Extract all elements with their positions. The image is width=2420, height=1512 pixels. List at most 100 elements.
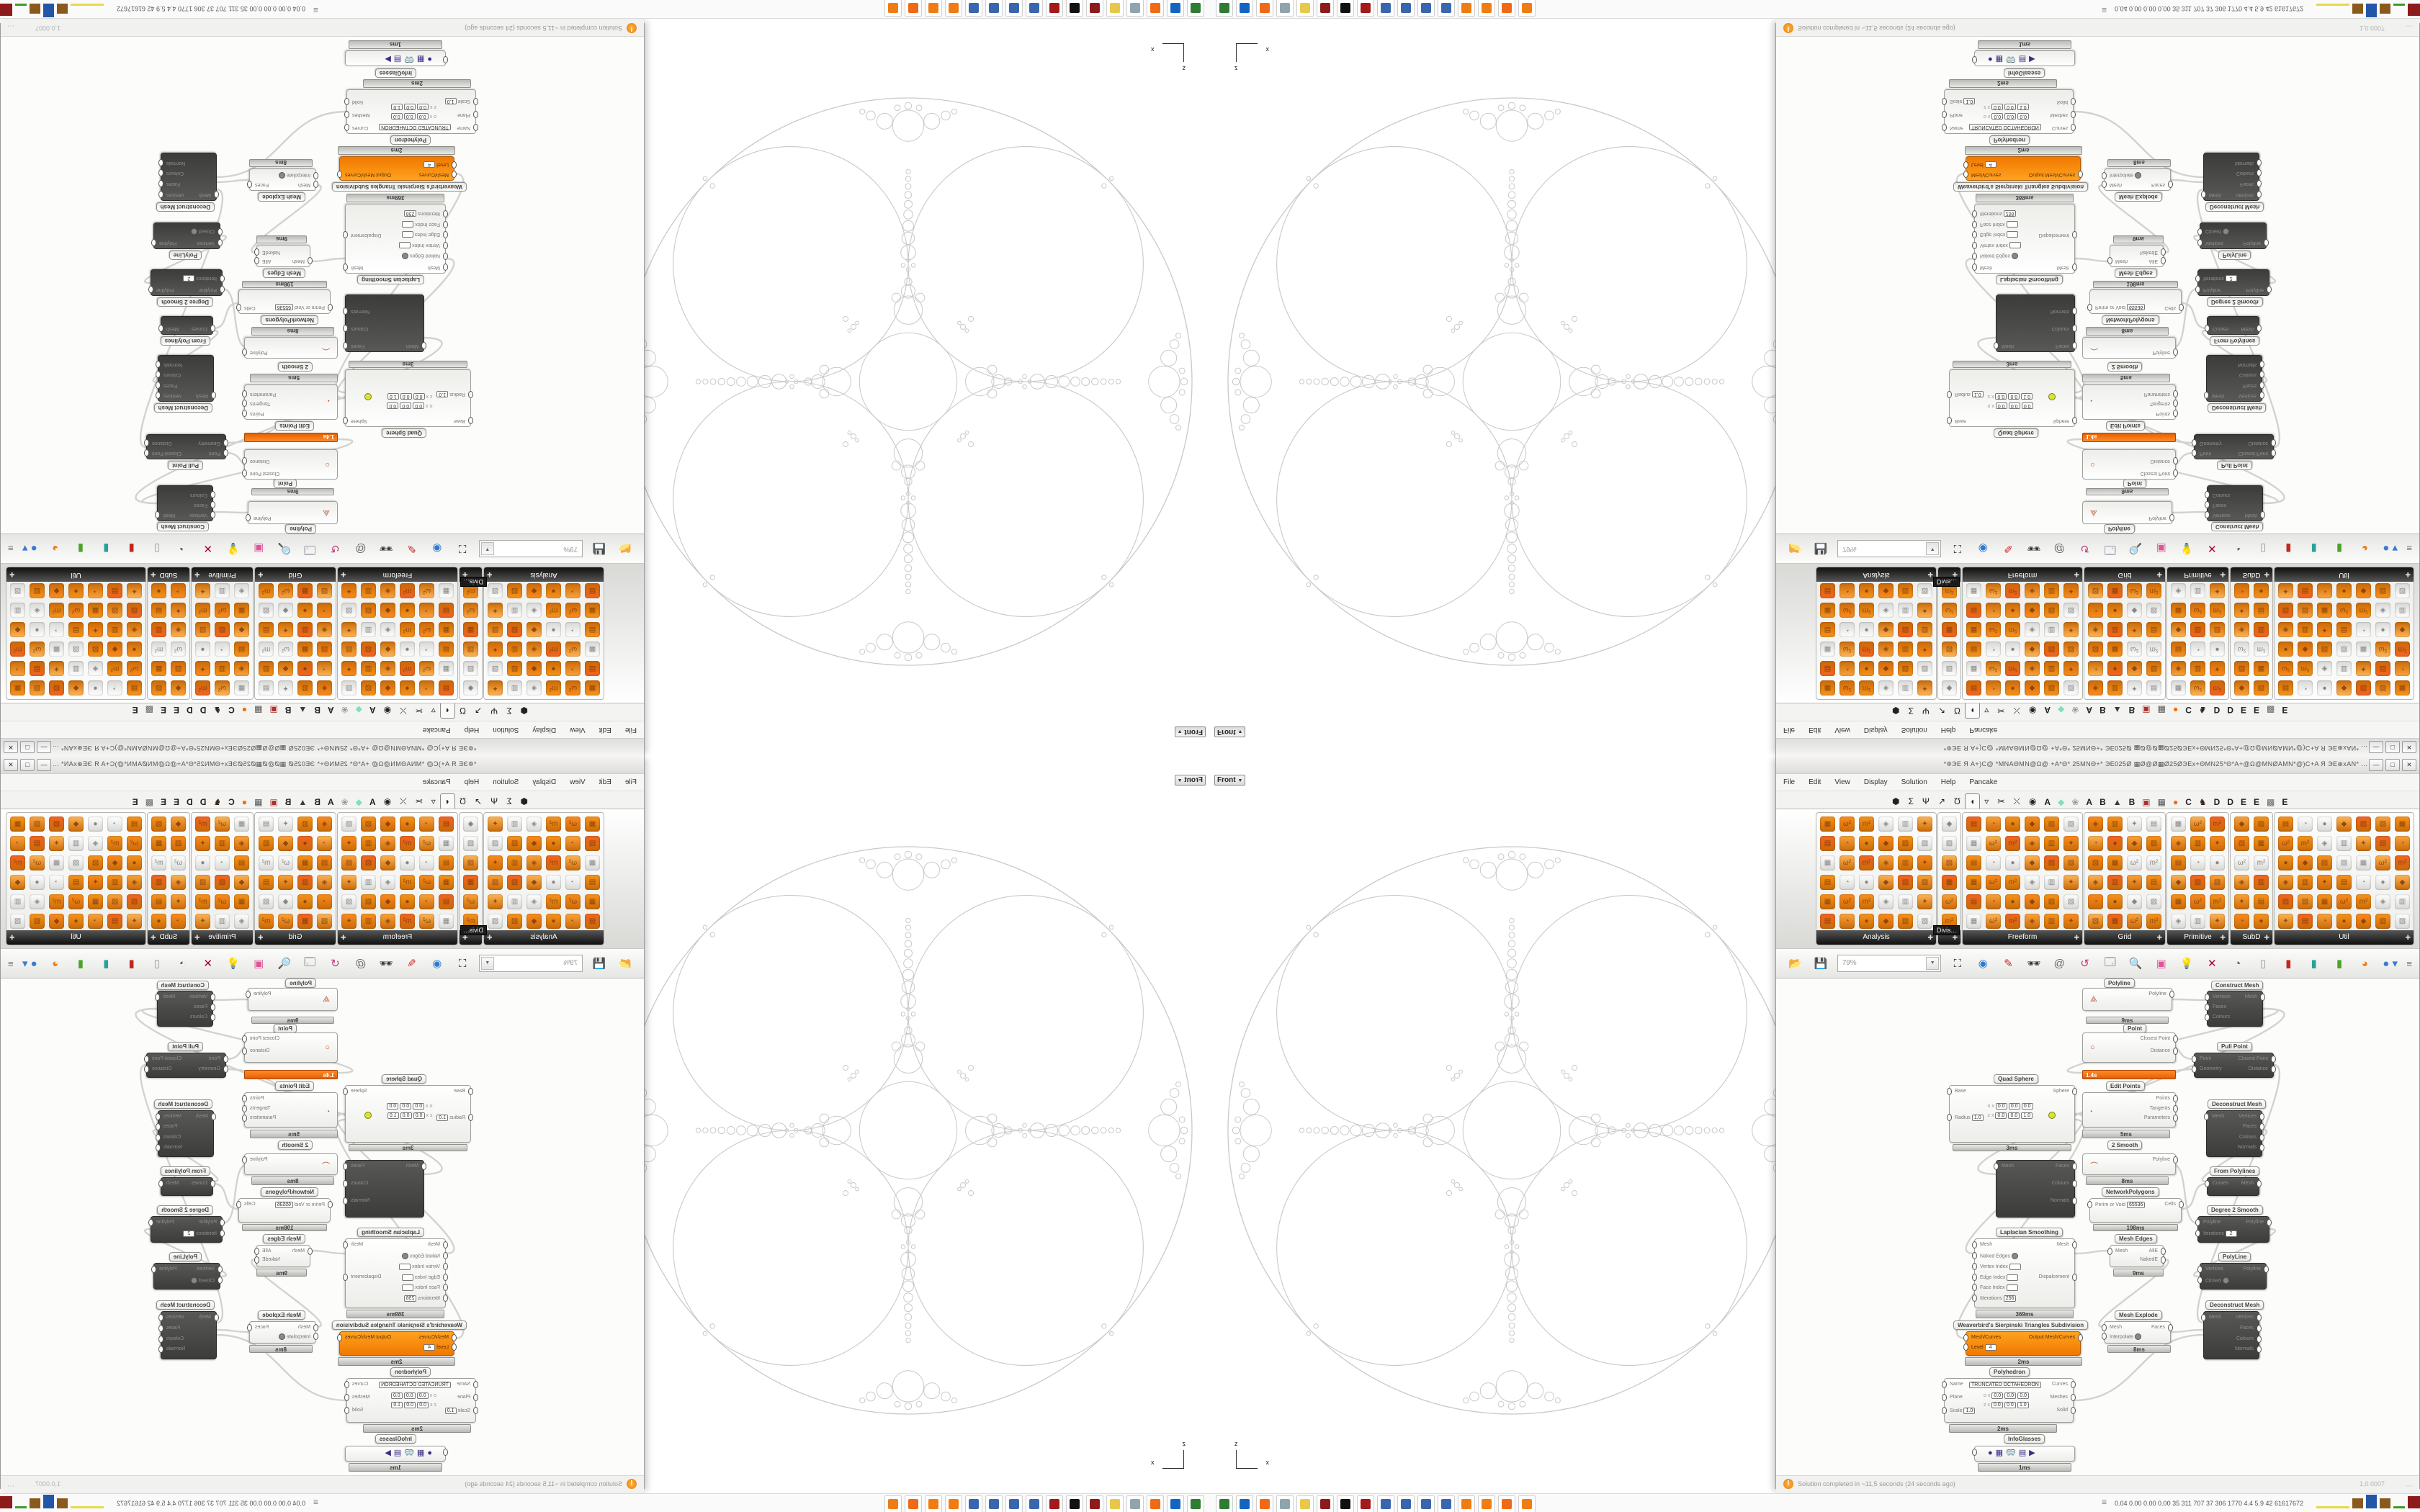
- input-name[interactable]: Name: [1950, 1382, 1963, 1387]
- gh-component[interactable]: Polyline ⌒: [2082, 1153, 2178, 1175]
- input-port[interactable]: [1942, 1394, 1947, 1401]
- component-icon[interactable]: ω²: [563, 639, 583, 659]
- component-icon[interactable]: ▤: [436, 814, 456, 834]
- component-icon[interactable]: ▨: [256, 834, 276, 853]
- cylinder-red-icon[interactable]: ▮: [128, 542, 135, 554]
- component-icon[interactable]: ▤: [2295, 912, 2315, 931]
- input-closed[interactable]: Closed: [191, 1277, 215, 1284]
- input-mesh[interactable]: Mesh: [2209, 192, 2222, 197]
- node-name-tag[interactable]: Weaverbird's Sierpinski Triangles Subdiv…: [331, 1320, 467, 1330]
- component-icon[interactable]: ▧: [2086, 581, 2105, 600]
- component-icon[interactable]: ▥: [505, 600, 524, 620]
- component-icon[interactable]: ◈: [378, 659, 398, 678]
- output-colours[interactable]: Colours: [163, 372, 182, 378]
- node-name-tag[interactable]: NetworkPolygons: [261, 1187, 318, 1197]
- output-distance[interactable]: Distance: [250, 1048, 270, 1053]
- output-port[interactable]: [2169, 514, 2174, 521]
- window-icon[interactable]: 🗔: [2104, 955, 2117, 968]
- gh-component[interactable]: Polyline ⟁: [246, 988, 338, 1011]
- palette-panel-label[interactable]: Analysis ✚: [484, 930, 604, 945]
- output-port[interactable]: [2179, 304, 2184, 311]
- profiler-bar[interactable]: 2ms: [1949, 79, 2057, 88]
- component-icon[interactable]: ●: [86, 678, 105, 698]
- component-icon[interactable]: ▧: [461, 853, 480, 873]
- component-icon[interactable]: ◆: [2393, 873, 2412, 892]
- component-icon[interactable]: ●: [2315, 814, 2334, 834]
- input-port[interactable]: [1942, 124, 1947, 131]
- component-icon[interactable]: ▨: [2373, 912, 2393, 931]
- component-icon[interactable]: ▤: [1818, 581, 1837, 600]
- gh-tab-4[interactable]: Ʊ: [1954, 796, 1960, 806]
- input-port[interactable]: [468, 1088, 473, 1095]
- component-icon[interactable]: ▤: [232, 639, 251, 659]
- input-perim-or-void[interactable]: Perim or Void 65536: [2095, 304, 2146, 310]
- gh-component[interactable]: Closest Point Distance ○: [2082, 1032, 2178, 1063]
- output-closest-point[interactable]: Closest Point: [152, 451, 182, 456]
- component-icon[interactable]: ◔: [1984, 892, 2003, 912]
- node-name-tag[interactable]: Degree 2 Smooth: [2207, 297, 2263, 307]
- component-icon[interactable]: ▤: [125, 678, 144, 698]
- input-port[interactable]: [473, 124, 478, 131]
- output-port[interactable]: [2257, 169, 2262, 177]
- node-name-tag[interactable]: Mesh Explode: [2115, 1310, 2162, 1320]
- gh-plugin-tab-7[interactable]: ▣: [2142, 797, 2151, 807]
- chevron-down-icon[interactable]: ▼: [480, 542, 494, 555]
- output-vertices[interactable]: Vertices: [163, 393, 182, 398]
- input-port[interactable]: [313, 1332, 318, 1340]
- profiler-bar[interactable]: 369ms: [346, 194, 444, 202]
- component-icon[interactable]: ▦: [86, 892, 105, 912]
- goggles-icon[interactable]: 🕶: [2027, 542, 2041, 554]
- component-icon[interactable]: ✦: [485, 814, 505, 834]
- component-icon[interactable]: ◈: [2276, 620, 2295, 639]
- output-mesh[interactable]: Mesh: [351, 265, 364, 270]
- node-name-tag[interactable]: Quad Sphere: [1994, 1074, 2038, 1084]
- profiler-expand-icon[interactable]: ☰: [313, 1499, 318, 1506]
- gh-tab-0[interactable]: ⬢: [1892, 796, 1900, 806]
- component-icon[interactable]: ◈: [2169, 581, 2188, 600]
- input-interpolate[interactable]: Interpolate: [278, 172, 310, 179]
- output-port[interactable]: [247, 1324, 252, 1331]
- input-mesh[interactable]: Mesh: [297, 1325, 310, 1330]
- component-icon[interactable]: ▨: [505, 581, 524, 600]
- taskbar-app-icon[interactable]: [1005, 0, 1023, 17]
- component-icon[interactable]: ω²: [1837, 892, 1857, 912]
- component-icon[interactable]: ◈: [86, 834, 105, 853]
- component-icon[interactable]: ω²: [276, 639, 295, 659]
- component-icon[interactable]: ◆: [2232, 678, 2251, 698]
- input-geometry[interactable]: Geometry: [198, 1066, 220, 1071]
- component-icon[interactable]: ●: [27, 620, 47, 639]
- taskbar-app-icon[interactable]: [985, 0, 1003, 17]
- component-icon[interactable]: ▧: [315, 639, 334, 659]
- component-icon[interactable]: ω²: [417, 659, 436, 678]
- input-mesh[interactable]: Mesh: [198, 1315, 211, 1320]
- panel-expand-icon[interactable]: ✚: [487, 934, 493, 941]
- component-icon[interactable]: ▥: [359, 873, 378, 892]
- node-name-tag[interactable]: Pull Point: [2217, 1042, 2252, 1051]
- component-icon[interactable]: ▤: [2144, 678, 2164, 698]
- output-colours[interactable]: Colours: [2238, 1134, 2257, 1140]
- component-icon[interactable]: ◔: [417, 600, 436, 620]
- output-port[interactable]: [144, 439, 149, 447]
- component-icon[interactable]: ◆: [524, 834, 544, 853]
- node-name-tag[interactable]: Quad Sphere: [1994, 428, 2038, 438]
- component-icon[interactable]: ◔: [1984, 639, 2003, 659]
- component-icon[interactable]: ●: [2276, 853, 2295, 873]
- input-curves[interactable]: Curves: [2213, 326, 2229, 331]
- output-port[interactable]: [2259, 1123, 2264, 1131]
- taskbar-app-icon[interactable]: [1126, 1495, 1144, 1512]
- input-port[interactable]: [2195, 286, 2200, 293]
- menu-item-edit[interactable]: Edit: [1809, 726, 1821, 734]
- component-icon[interactable]: ω²: [1940, 600, 1959, 620]
- output-polyline[interactable]: Polyline: [159, 1266, 177, 1272]
- component-icon[interactable]: ◆: [378, 853, 398, 873]
- grasshopper-titlebar[interactable]: *ΦЭE Я A+)C@ *MNAΘMN@Ω@ +A*Θ* 25MNΘ+* ЭE…: [1776, 756, 2419, 774]
- component-icon[interactable]: ◈: [2022, 873, 2042, 892]
- output-port[interactable]: [2072, 1163, 2077, 1170]
- menu-item-help[interactable]: Help: [464, 726, 480, 734]
- output-port[interactable]: [2072, 264, 2077, 271]
- component-icon[interactable]: ▦: [461, 620, 480, 639]
- input-mesh[interactable]: Mesh: [1980, 1242, 1993, 1247]
- component-icon[interactable]: ω²: [2188, 600, 2208, 620]
- output-port[interactable]: [2072, 342, 2077, 349]
- component-icon[interactable]: ◆: [461, 814, 480, 834]
